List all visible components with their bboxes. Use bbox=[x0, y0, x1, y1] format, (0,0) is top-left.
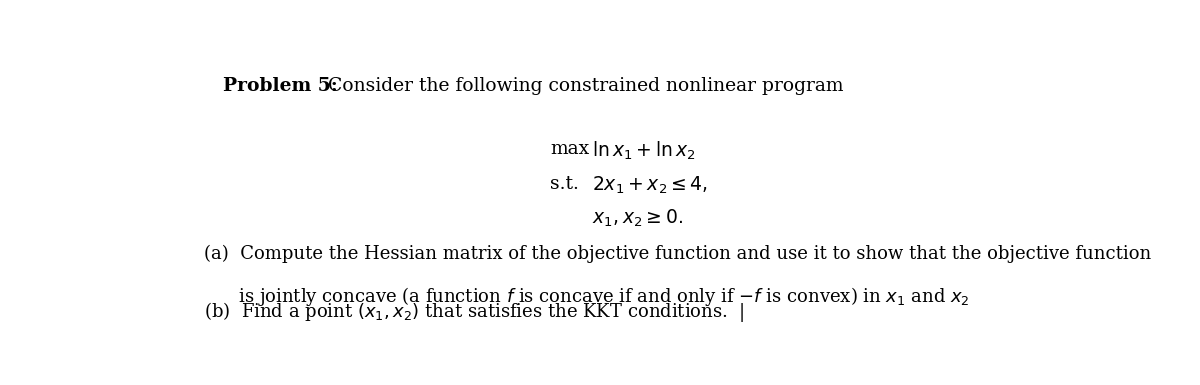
Text: max: max bbox=[550, 140, 589, 157]
Text: is jointly concave (a function $f$ is concave if and only if $-f$ is convex) in : is jointly concave (a function $f$ is co… bbox=[204, 285, 970, 308]
Text: Consider the following constrained nonlinear program: Consider the following constrained nonli… bbox=[310, 77, 844, 95]
Text: Problem 5:: Problem 5: bbox=[223, 77, 338, 95]
Text: (b)  Find a point $(x_1, x_2)$ that satisfies the KKT conditions.  |: (b) Find a point $(x_1, x_2)$ that satis… bbox=[204, 300, 744, 324]
Text: $2x_1 + x_2 \leq 4,$: $2x_1 + x_2 \leq 4,$ bbox=[592, 175, 708, 196]
Text: s.t.: s.t. bbox=[550, 175, 578, 193]
Text: $\ln x_1 + \ln x_2$: $\ln x_1 + \ln x_2$ bbox=[592, 140, 695, 162]
Text: $x_1, x_2 \geq 0.$: $x_1, x_2 \geq 0.$ bbox=[592, 208, 683, 229]
Text: (a)  Compute the Hessian matrix of the objective function and use it to show tha: (a) Compute the Hessian matrix of the ob… bbox=[204, 245, 1151, 263]
